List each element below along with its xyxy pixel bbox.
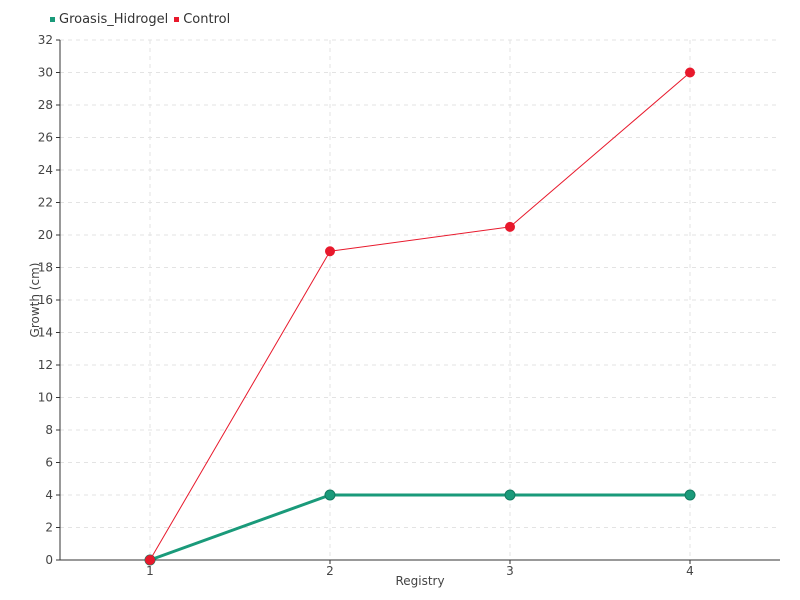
legend-swatch-groasis-hidrogel bbox=[50, 17, 55, 22]
legend-item-groasis-hidrogel[interactable]: Groasis_Hidrogel bbox=[48, 12, 168, 27]
grid bbox=[60, 39, 780, 560]
y-tick-label: 10 bbox=[38, 391, 53, 405]
legend: Groasis_Hidrogel Control bbox=[48, 12, 234, 27]
data-point-groasis-hidrogel bbox=[324, 489, 336, 501]
x-tick-label: 2 bbox=[326, 564, 334, 578]
y-tick-label: 2 bbox=[45, 521, 53, 535]
y-tick-label: 6 bbox=[45, 456, 53, 470]
legend-swatch-control bbox=[174, 17, 180, 22]
series-line-control bbox=[149, 72, 691, 561]
series-line-groasis-hidrogel bbox=[149, 493, 690, 562]
series-group bbox=[144, 67, 696, 566]
y-tick-label: 32 bbox=[38, 33, 53, 47]
y-tick-label: 28 bbox=[38, 98, 53, 112]
y-tick-label: 20 bbox=[38, 228, 53, 242]
y-tick-label: 14 bbox=[38, 326, 53, 340]
y-tick-label: 26 bbox=[38, 131, 53, 145]
data-point-groasis-hidrogel bbox=[504, 489, 516, 501]
data-point-control bbox=[685, 67, 695, 78]
y-tick-label: 30 bbox=[38, 66, 53, 80]
x-tick-label: 3 bbox=[506, 564, 514, 578]
y-tick-label: 22 bbox=[38, 196, 53, 210]
y-tick-label: 4 bbox=[45, 488, 53, 502]
y-tick-label: 12 bbox=[38, 358, 53, 372]
legend-item-control[interactable]: Control bbox=[172, 12, 230, 27]
legend-label-control: Control bbox=[183, 12, 231, 27]
data-point-groasis-hidrogel bbox=[684, 489, 696, 501]
x-axis-title: Registry bbox=[395, 574, 444, 588]
y-axis-title: Growth (cm) bbox=[28, 263, 42, 338]
data-point-control bbox=[145, 555, 155, 565]
data-point-control bbox=[505, 221, 515, 232]
y-tick-label: 18 bbox=[38, 261, 53, 275]
y-tick-label: 0 bbox=[45, 553, 53, 567]
y-tick-label: 16 bbox=[38, 293, 53, 307]
data-point-control bbox=[325, 246, 335, 257]
y-tick-label: 8 bbox=[45, 423, 53, 437]
y-tick-label: 24 bbox=[38, 163, 53, 177]
x-tick-label: 1 bbox=[146, 564, 154, 578]
x-tick-label: 4 bbox=[686, 564, 694, 578]
legend-label-groasis-hidrogel: Groasis_Hidrogel bbox=[59, 12, 169, 27]
